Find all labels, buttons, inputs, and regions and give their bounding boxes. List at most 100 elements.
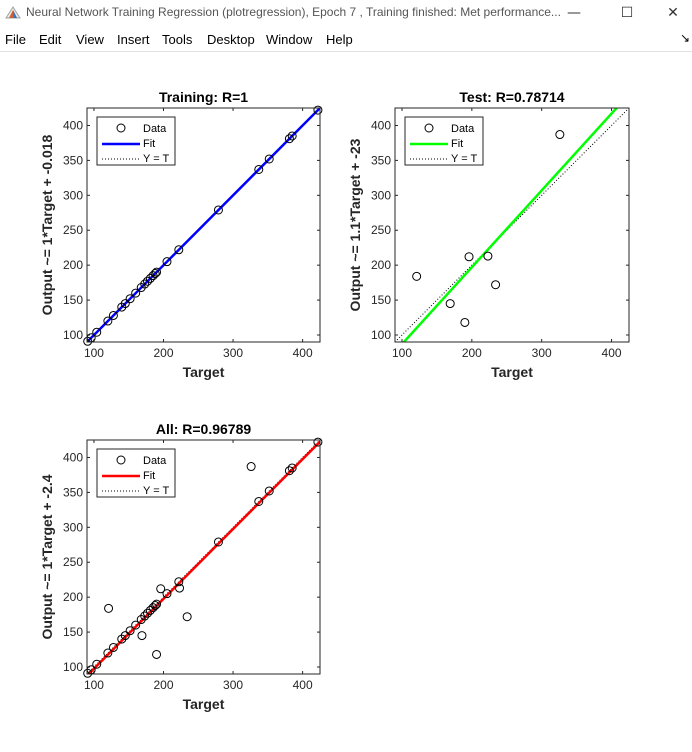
menu-bar: File Edit View Insert Tools Desktop Wind… <box>0 28 692 50</box>
legend-data-marker <box>116 455 126 465</box>
title-bar: Neural Network Training Regression (plot… <box>0 0 692 26</box>
y-axis-label: Output ~= 1*Target + -2.4 <box>39 474 55 639</box>
close-button[interactable]: ✕ <box>667 5 679 21</box>
data-point <box>131 620 141 630</box>
legend-identity-label: Y = T <box>143 153 169 165</box>
chart-title: All: R=0.96789 <box>156 421 252 437</box>
chart-title: Training: R=1 <box>159 89 248 105</box>
data-point <box>264 486 274 496</box>
data-point <box>103 648 113 658</box>
y-tick-label: 250 <box>63 555 83 569</box>
axes-frame <box>86 439 321 675</box>
fit-line <box>87 440 320 674</box>
data-point <box>445 299 455 309</box>
matlab-logo-icon <box>5 6 21 19</box>
data-point <box>460 317 470 327</box>
data-point <box>246 462 256 472</box>
data-point <box>287 131 297 141</box>
menu-file[interactable]: File <box>5 32 26 47</box>
y-tick-label: 350 <box>371 153 391 167</box>
y-tick-label: 400 <box>371 118 391 132</box>
y-tick-label: 100 <box>63 328 83 342</box>
data-point <box>254 496 264 506</box>
data-point <box>491 280 501 290</box>
y-tick-label: 300 <box>371 188 391 202</box>
y-tick-label: 150 <box>371 293 391 307</box>
data-point <box>150 601 160 611</box>
x-tick-label: 300 <box>223 346 243 360</box>
data-point <box>174 577 184 587</box>
axes-1: 100 200 300 400 100 150 200 250 300 350 400 Data Fit… <box>39 89 323 380</box>
data-point <box>145 273 155 283</box>
y-tick-label: 150 <box>63 293 83 307</box>
axes-2: 100 200 300 400 100 150 200 250 300 350 400 Data Fit… <box>347 89 630 380</box>
axes-3: 100 200 300 400 100 150 200 250 300 350 400 Data Fit… <box>39 421 323 712</box>
data-point <box>483 251 493 261</box>
data-point <box>254 164 264 174</box>
data-point <box>140 279 150 289</box>
menu-edit[interactable]: Edit <box>39 32 62 47</box>
menu-insert[interactable]: Insert <box>117 32 150 47</box>
data-point <box>313 437 323 447</box>
data-point <box>162 589 172 599</box>
y-tick-label: 400 <box>63 450 83 464</box>
axes-frame <box>394 107 630 343</box>
data-point <box>264 154 274 164</box>
data-point <box>103 316 113 326</box>
x-tick-label: 200 <box>153 346 173 360</box>
x-axis-label: Target <box>183 696 225 712</box>
figure-canvas: 100 200 300 400 100 150 200 250 300 350 400 Data Fit… <box>0 52 692 747</box>
data-point <box>108 310 118 320</box>
data-point <box>120 631 130 641</box>
legend-box <box>96 116 176 166</box>
legend-identity-label: Y = T <box>451 153 477 165</box>
menu-view[interactable]: View <box>76 32 104 47</box>
data-point <box>125 626 135 636</box>
legend-data-marker <box>424 123 434 133</box>
data-point <box>92 327 102 337</box>
y-tick-label: 200 <box>371 258 391 272</box>
data-point <box>145 605 155 615</box>
menu-desktop[interactable]: Desktop <box>207 32 255 47</box>
legend-box <box>404 116 484 166</box>
fit-line <box>402 108 619 342</box>
x-tick-label: 100 <box>84 678 104 692</box>
data-point <box>131 288 141 298</box>
data-point <box>284 134 294 144</box>
data-point <box>152 267 162 277</box>
data-point <box>108 642 118 652</box>
legend-box <box>96 448 176 498</box>
menu-separator <box>0 51 692 52</box>
menu-window[interactable]: Window <box>266 32 313 47</box>
data-point <box>182 612 192 622</box>
data-point <box>412 271 422 281</box>
data-point <box>143 608 153 618</box>
y-tick-label: 200 <box>63 590 83 604</box>
x-tick-label: 100 <box>392 346 412 360</box>
data-point <box>92 659 102 669</box>
data-point <box>152 599 162 609</box>
x-axis-label: Target <box>491 364 533 380</box>
data-point <box>143 276 153 286</box>
data-point <box>174 245 184 255</box>
maximize-button[interactable]: ☐ <box>620 5 634 21</box>
legend-fit-label: Fit <box>143 470 155 482</box>
y-tick-label: 200 <box>63 258 83 272</box>
legend-fit-label: Fit <box>451 138 463 150</box>
data-point <box>287 463 297 473</box>
minimize-button[interactable]: — <box>567 5 581 21</box>
fit-line <box>87 108 320 342</box>
dock-figure-icon[interactable]: ↘ <box>679 31 690 45</box>
menu-tools[interactable]: Tools <box>162 32 193 47</box>
legend-data-label: Data <box>143 123 167 135</box>
legend: Data Fit Y = T <box>96 116 176 166</box>
menu-help[interactable]: Help <box>326 32 353 47</box>
legend-data-label: Data <box>143 455 167 467</box>
y-tick-label: 400 <box>63 118 83 132</box>
chart-title: Test: R=0.78714 <box>459 89 564 105</box>
data-point <box>150 269 160 279</box>
x-tick-label: 400 <box>602 346 622 360</box>
figure-svg: 100 200 300 400 100 150 200 250 300 350 400 Data Fit… <box>39 89 630 712</box>
legend-data-label: Data <box>451 123 475 135</box>
window-title: Neural Network Training Regression (plot… <box>26 5 561 19</box>
